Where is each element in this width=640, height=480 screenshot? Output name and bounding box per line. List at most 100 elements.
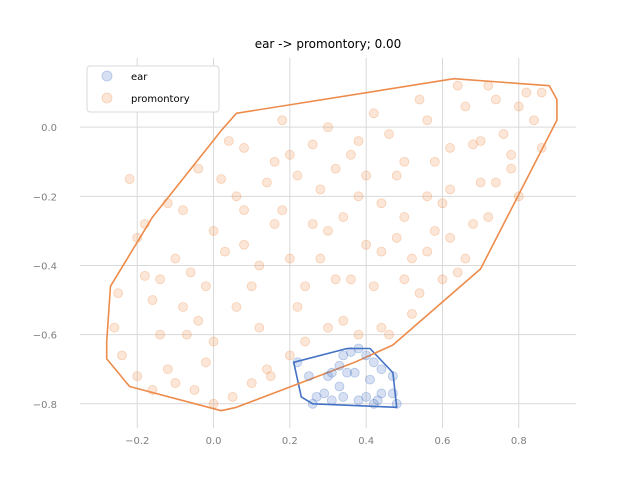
ear-point bbox=[372, 395, 383, 406]
promontory-point bbox=[178, 205, 188, 216]
promontory-point bbox=[399, 212, 410, 222]
x-tick-label: −0.2 bbox=[125, 436, 149, 447]
promontory-point bbox=[445, 184, 455, 195]
promontory-point bbox=[407, 308, 417, 319]
promontory-point bbox=[185, 267, 196, 278]
promontory-point bbox=[323, 322, 333, 333]
promontory-point bbox=[407, 253, 417, 264]
promontory-point bbox=[292, 170, 303, 181]
legend-box bbox=[86, 65, 220, 113]
promontory-point bbox=[437, 198, 448, 209]
legend-label-ear: ear bbox=[131, 72, 148, 83]
promontory-point bbox=[483, 212, 494, 222]
legend: ear promontory bbox=[86, 65, 220, 113]
promontory-point bbox=[139, 270, 150, 281]
promontory-point bbox=[162, 364, 173, 375]
promontory-point bbox=[498, 129, 509, 139]
promontory-point bbox=[414, 288, 425, 299]
promontory-point bbox=[338, 212, 349, 222]
promontory-point bbox=[223, 136, 234, 146]
ear-point bbox=[334, 381, 345, 392]
promontory-point bbox=[269, 219, 280, 229]
promontory-point bbox=[216, 174, 227, 184]
promontory-point bbox=[368, 281, 379, 292]
promontory-point bbox=[422, 191, 433, 202]
y-tick-label: 0.0 bbox=[41, 123, 57, 134]
ear-point bbox=[342, 367, 352, 378]
promontory-point bbox=[529, 115, 539, 126]
hull-outlines bbox=[105, 77, 558, 412]
promontory-point bbox=[292, 302, 303, 312]
promontory-point bbox=[513, 101, 524, 112]
promontory-point bbox=[445, 143, 455, 153]
promontory-point bbox=[490, 177, 501, 188]
promontory-point bbox=[307, 219, 318, 229]
ear-point bbox=[323, 371, 333, 382]
promontory-point bbox=[220, 246, 230, 257]
promontory-point bbox=[124, 174, 135, 184]
y-tick-label: −0.4 bbox=[33, 261, 57, 272]
grid bbox=[80, 58, 576, 428]
promontory-point bbox=[353, 136, 364, 146]
promontory-point bbox=[384, 129, 394, 139]
promontory-point bbox=[429, 225, 440, 236]
promontory-point bbox=[201, 357, 211, 368]
data-points bbox=[109, 80, 547, 409]
promontory-point bbox=[277, 205, 288, 216]
promontory-point bbox=[300, 281, 311, 292]
ear-point bbox=[368, 357, 379, 368]
promontory-point bbox=[483, 80, 494, 91]
promontory-point bbox=[323, 225, 333, 236]
promontory-point bbox=[345, 274, 356, 285]
ear-point bbox=[326, 395, 337, 406]
ear-point bbox=[376, 364, 387, 375]
promontory-point bbox=[521, 87, 532, 98]
promontory-point bbox=[437, 274, 448, 285]
ear-point bbox=[391, 398, 402, 409]
promontory-point bbox=[353, 191, 364, 202]
promontory-point bbox=[239, 143, 249, 153]
ear-point bbox=[338, 350, 349, 361]
ear-point bbox=[338, 391, 349, 402]
promontory-point bbox=[468, 219, 478, 229]
legend-label-promontory: promontory bbox=[131, 94, 190, 105]
promontory-point bbox=[468, 139, 478, 150]
ear-point bbox=[361, 350, 372, 361]
promontory-point bbox=[414, 94, 425, 105]
promontory-point bbox=[506, 149, 517, 160]
ear-point bbox=[304, 371, 314, 382]
promontory-point bbox=[189, 385, 200, 395]
ear-point bbox=[361, 391, 372, 402]
promontory-point bbox=[246, 378, 257, 388]
promontory-point bbox=[208, 336, 219, 347]
promontory-point bbox=[178, 302, 188, 312]
x-tick-label: 0.4 bbox=[358, 436, 374, 447]
promontory-point bbox=[181, 329, 192, 340]
promontory-point bbox=[162, 198, 173, 209]
x-tick-label: 0.2 bbox=[282, 436, 298, 447]
ear-point bbox=[307, 398, 318, 409]
ear-point bbox=[345, 347, 356, 357]
tick-labels: −0.2 0.0 0.2 0.4 0.6 0.8 0.0 −0.2 −0.4 −0.6 −0.8 bbox=[33, 123, 527, 447]
promontory-point bbox=[376, 198, 387, 209]
promontory-point bbox=[284, 253, 295, 264]
ear-point bbox=[319, 388, 330, 399]
ear-point bbox=[349, 367, 360, 378]
x-tick-label: 0.0 bbox=[206, 436, 222, 447]
promontory-point bbox=[323, 122, 333, 133]
promontory-point bbox=[132, 371, 143, 382]
promontory-point bbox=[307, 139, 318, 150]
promontory-point bbox=[277, 115, 288, 126]
promontory-hull bbox=[105, 77, 558, 412]
promontory-point bbox=[227, 391, 238, 402]
promontory-point bbox=[132, 232, 143, 243]
y-tick-label: −0.6 bbox=[33, 331, 57, 342]
promontory-point bbox=[445, 232, 455, 243]
promontory-point bbox=[399, 274, 410, 285]
promontory-point bbox=[330, 163, 341, 174]
promontory-point bbox=[155, 274, 166, 285]
x-tick-label: 0.8 bbox=[511, 436, 527, 447]
promontory-point bbox=[536, 143, 547, 153]
promontory-point bbox=[475, 136, 486, 146]
